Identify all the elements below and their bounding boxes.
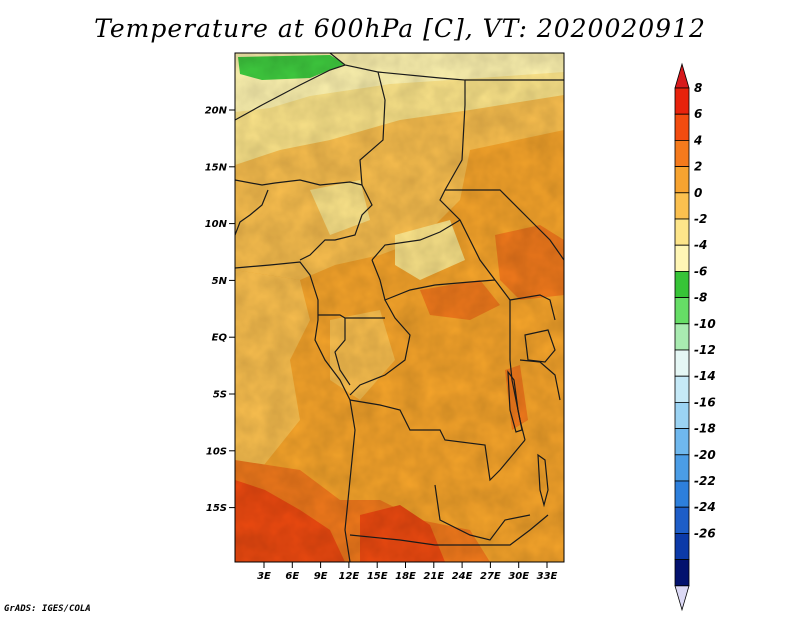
border-angola-namibia bbox=[349, 534, 470, 546]
colorbar-bottom-arrow bbox=[674, 585, 690, 612]
axis-labels: 20N 15N 10N 5N EQ 5S 10S 15S 3E 6E 9E 12E 15E 18E 21E 2… bbox=[205, 106, 558, 583]
lat-label: 10N bbox=[205, 219, 228, 230]
colorbar-swatch bbox=[674, 297, 690, 325]
lat-label: 20N bbox=[205, 106, 228, 117]
lon-label: 33E bbox=[537, 571, 558, 582]
lon-label: 21E bbox=[423, 571, 444, 582]
colorbar-swatch bbox=[674, 139, 690, 167]
lon-label: 18E bbox=[395, 571, 416, 582]
colorbar-label: 6 bbox=[694, 107, 702, 121]
border-niger-algeria bbox=[235, 64, 346, 121]
border-kenya-uganda bbox=[509, 294, 556, 321]
border-drc-angola bbox=[349, 399, 526, 482]
colorbar-label: -16 bbox=[694, 395, 716, 409]
border-angola-zambia bbox=[434, 484, 531, 541]
colorbar-swatch bbox=[674, 559, 690, 587]
colorbar-label: -12 bbox=[694, 343, 716, 357]
lon-label: 24E bbox=[452, 571, 473, 582]
colorbar-label: -20 bbox=[694, 448, 716, 462]
border-gabon-congo bbox=[334, 318, 351, 386]
lon-label: 3E bbox=[257, 571, 271, 582]
colorbar-swatch bbox=[674, 506, 690, 534]
colorbar: 8 6 4 2 0 -2 -4 -6 -8 -10 -12 -14 -16 -18 -20 -22 -24 -26 bbox=[674, 62, 716, 612]
lon-label: 27E bbox=[480, 571, 501, 582]
border-congo-drc bbox=[349, 299, 411, 396]
colorbar-label: 8 bbox=[694, 81, 702, 95]
colorbar-swatch bbox=[674, 270, 690, 298]
border-zambia-south bbox=[470, 514, 549, 546]
colorbar-label: 0 bbox=[694, 186, 702, 200]
lake-malawi bbox=[537, 453, 549, 508]
colorbar-label: -14 bbox=[694, 369, 716, 383]
coastline-west bbox=[235, 261, 356, 562]
axis-ticks bbox=[229, 109, 548, 568]
colorbar-label: -22 bbox=[694, 474, 716, 488]
colorbar-label: -6 bbox=[694, 264, 707, 278]
map-title: Temperature at 600hPa [C], VT: 202002091… bbox=[94, 14, 706, 43]
border-car-congo bbox=[371, 259, 496, 301]
coastline-gulf bbox=[235, 189, 269, 236]
colorbar-swatch bbox=[674, 166, 690, 194]
lat-label: 10S bbox=[206, 446, 227, 457]
country-boundaries bbox=[235, 53, 564, 562]
grads-credit: GrADS: IGES/COLA bbox=[4, 604, 91, 614]
colorbar-swatch bbox=[674, 454, 690, 482]
colorbar-swatch bbox=[674, 375, 690, 403]
colorbar-swatch bbox=[674, 401, 690, 429]
lat-label: 5N bbox=[212, 276, 228, 287]
colorbar-swatch bbox=[674, 218, 690, 246]
lon-label: 6E bbox=[285, 571, 299, 582]
colorbar-swatch bbox=[674, 192, 690, 220]
lake-tanganyika bbox=[507, 370, 523, 433]
colorbar-top-arrow bbox=[674, 62, 690, 89]
colorbar-label: -18 bbox=[694, 422, 716, 436]
colorbar-label: -2 bbox=[694, 212, 707, 226]
border-nigeria-cameroon bbox=[299, 184, 373, 261]
colorbar-label: -4 bbox=[694, 238, 707, 252]
colorbar-swatch bbox=[674, 113, 690, 141]
lake-victoria bbox=[524, 329, 556, 363]
lon-label: 9E bbox=[314, 571, 328, 582]
lat-label: 15N bbox=[205, 162, 228, 173]
field-texture bbox=[235, 53, 564, 562]
colorbar-label: -26 bbox=[694, 526, 716, 540]
border-tanzania bbox=[519, 359, 561, 401]
lat-label: EQ bbox=[212, 333, 228, 344]
colorbar-swatch bbox=[674, 244, 690, 272]
lon-label: 30E bbox=[508, 571, 529, 582]
colorbar-label: 4 bbox=[693, 133, 702, 147]
colorbar-swatch bbox=[674, 480, 690, 508]
lon-label: 15E bbox=[367, 571, 388, 582]
colorbar-label: -24 bbox=[694, 500, 716, 514]
colorbar-swatch bbox=[674, 349, 690, 377]
border-niger-nigeria bbox=[235, 179, 363, 186]
colorbar-label: 2 bbox=[694, 160, 702, 174]
lon-label: 12E bbox=[339, 571, 360, 582]
colorbar-swatch bbox=[674, 533, 690, 561]
border-chad-car bbox=[371, 219, 461, 261]
colorbar-label: -8 bbox=[694, 291, 707, 305]
lat-label: 5S bbox=[213, 390, 227, 401]
temperature-field bbox=[235, 53, 564, 562]
colorbar-swatch bbox=[674, 428, 690, 456]
border-sudan-chad bbox=[377, 71, 496, 281]
map-frame bbox=[234, 52, 565, 563]
colorbar-swatch bbox=[674, 323, 690, 351]
colorbar-swatch bbox=[674, 87, 690, 115]
colorbar-label: -10 bbox=[694, 317, 716, 331]
border-sudan-southsudan bbox=[445, 189, 564, 261]
lat-label: 15S bbox=[206, 503, 227, 514]
